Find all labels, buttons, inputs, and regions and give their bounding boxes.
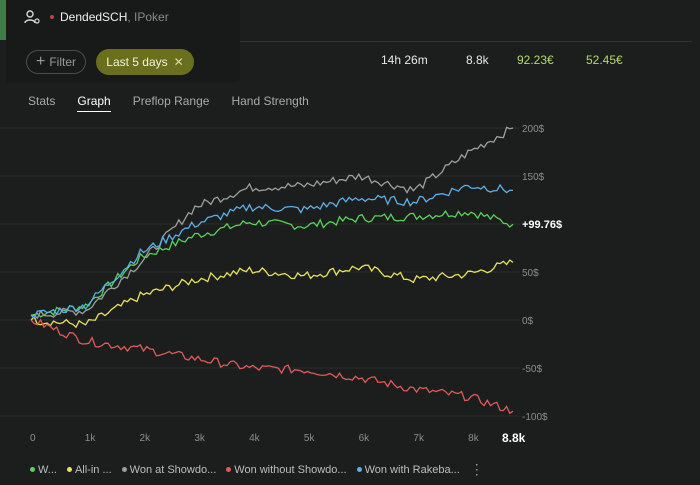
legend-item[interactable]: All-in ...: [66, 463, 112, 476]
series-line: [30, 126, 514, 320]
legend-dot: [66, 467, 72, 472]
series-line: [30, 259, 514, 329]
rake-amount: 52.45€: [586, 53, 623, 67]
series-line: [30, 209, 514, 318]
y-tick-label: 200$: [522, 124, 545, 135]
legend-label: All-in ...: [74, 463, 112, 476]
date-range-chip[interactable]: Last 5 days ✕: [96, 49, 194, 75]
window-edge-accent: [0, 0, 6, 40]
tab-graph[interactable]: Graph: [77, 94, 111, 112]
x-tick-label: 6k: [359, 433, 371, 444]
poker-room: , IPoker: [127, 10, 169, 24]
x-tick-label: 0: [30, 433, 36, 444]
filter-label: Filter: [49, 55, 76, 69]
x-tick-label: 8k: [468, 433, 480, 444]
x-tick-label: 5k: [304, 433, 316, 444]
player-name: DendedSCH: [60, 10, 128, 24]
legend-label: Won without Showdo...: [234, 463, 347, 476]
legend-item[interactable]: Won at Showdo...: [121, 463, 217, 476]
end-value-label: +99.76$: [522, 219, 562, 231]
header-divider: [240, 41, 692, 42]
legend-dot: [121, 467, 127, 472]
player-header[interactable]: DendedSCH , IPoker: [24, 9, 169, 25]
chip-label: Last 5 days: [106, 55, 168, 69]
user-settings-icon[interactable]: [24, 9, 42, 25]
series-line: [30, 318, 514, 415]
x-tick-label: 1k: [85, 433, 97, 444]
legend-dot: [30, 467, 35, 472]
x-tick-label: 2k: [140, 433, 152, 444]
legend-label: Won with Rakeba...: [364, 463, 460, 476]
y-tick-label: 0$: [522, 316, 534, 327]
legend-item[interactable]: W...: [30, 464, 57, 476]
legend-dot: [226, 467, 232, 472]
legend-dot: [356, 467, 362, 472]
y-tick-label: -100$: [522, 412, 548, 423]
plus-icon: +: [35, 53, 46, 70]
tab-hand-strength[interactable]: Hand Strength: [231, 94, 309, 108]
x-tick-label: 7k: [413, 433, 425, 444]
filter-button[interactable]: + Filter: [26, 50, 86, 74]
legend-item[interactable]: Won without Showdo...: [226, 463, 347, 476]
chart-legend: W... All-in ... Won at Showdo... Won withou…: [30, 461, 484, 478]
legend-item[interactable]: Won with Rakeba...: [356, 463, 460, 476]
tab-bar: Stats Graph Preflop Range Hand Strength: [28, 94, 331, 112]
won-amount: 92.23€: [517, 53, 554, 67]
tab-stats[interactable]: Stats: [28, 94, 56, 108]
y-tick-label: -50$: [522, 364, 542, 375]
legend-label: Won at Showdo...: [129, 463, 217, 476]
more-options-icon[interactable]: ⋮: [469, 461, 484, 477]
y-tick-label: 150$: [522, 172, 545, 183]
close-icon[interactable]: ✕: [173, 55, 184, 69]
tab-preflop-range[interactable]: Preflop Range: [132, 94, 210, 108]
x-tick-label: 3k: [194, 433, 206, 444]
winnings-graph[interactable]: 200$ 150$ 50$ 0$ -50$ -100$ 0 1k 2k 3k 4k 5k 6k 7k 8k 8…: [0, 115, 700, 450]
session-duration: 14h 26m: [381, 53, 428, 67]
status-dot: [50, 15, 54, 19]
legend-label: W...: [38, 463, 57, 476]
x-end-label: 8.8k: [502, 431, 526, 445]
hands-count: 8.8k: [466, 53, 489, 67]
x-tick-label: 4k: [249, 433, 261, 444]
series-line: [30, 183, 514, 319]
y-tick-label: 50$: [522, 268, 539, 279]
